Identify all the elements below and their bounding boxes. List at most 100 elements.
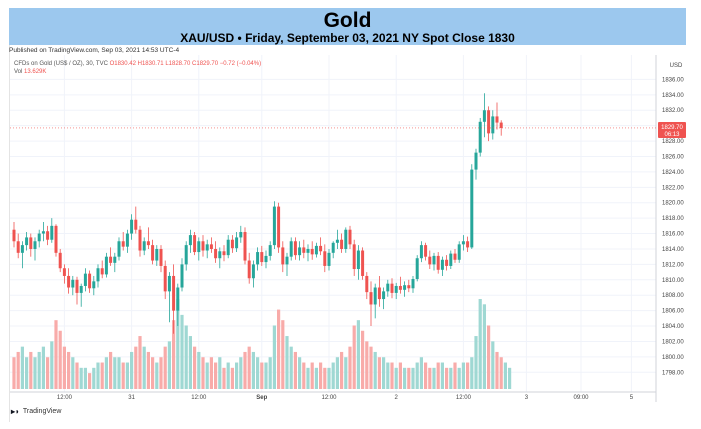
volume-bar xyxy=(335,357,339,389)
tradingview-mark-icon: ▸◗ xyxy=(11,407,20,416)
candle-body xyxy=(88,273,92,289)
volume-bar xyxy=(226,362,230,389)
volume-bar xyxy=(264,362,268,389)
candle-body xyxy=(180,264,184,288)
candle-body xyxy=(79,285,83,293)
candle-body xyxy=(335,239,339,243)
volume-bar xyxy=(83,367,87,389)
time-tick-label: 12:00 xyxy=(456,395,472,401)
price-tick-label: 1806.00 xyxy=(662,309,684,315)
candle-body xyxy=(487,110,491,134)
volume-bar xyxy=(461,362,465,389)
candle-body xyxy=(205,244,209,251)
volume-bar xyxy=(424,362,428,389)
candle-body xyxy=(130,219,134,234)
candle-body xyxy=(251,264,255,279)
time-tick-label: 12:00 xyxy=(191,395,207,401)
volume-bar xyxy=(218,357,222,389)
volume-bar xyxy=(172,320,176,389)
volume-bar xyxy=(251,351,255,389)
volume-bar xyxy=(243,351,247,389)
candle-body xyxy=(365,275,369,293)
time-tick-label: 3 xyxy=(525,395,529,401)
volume-bar xyxy=(29,351,33,389)
low-value: L1828.70 xyxy=(165,61,191,67)
volume-bar xyxy=(445,367,449,389)
candle-body xyxy=(209,244,213,249)
tradingview-logo[interactable]: ▸◗ TradingView xyxy=(11,407,61,416)
volume-bar xyxy=(163,346,167,389)
volume-bar xyxy=(348,346,352,389)
chart-title: Gold xyxy=(323,9,372,32)
volume-bar xyxy=(344,357,348,389)
volume-bar xyxy=(478,299,482,389)
volume-bar xyxy=(403,367,407,389)
candle-body xyxy=(176,287,180,311)
candle-body xyxy=(272,206,276,246)
candle-body xyxy=(403,285,407,290)
volume-bar xyxy=(25,357,29,389)
volume-bar xyxy=(281,320,285,389)
price-tick-label: 1802.00 xyxy=(662,339,684,345)
volume-bar xyxy=(352,325,356,389)
ohlc-legend: CFDs on Gold (US$ / OZ), 30, TVC O1830.4… xyxy=(14,61,261,67)
candle-body xyxy=(159,248,163,266)
candle-body xyxy=(92,281,96,289)
price-tick-label: 1798.00 xyxy=(662,370,684,376)
candle-body xyxy=(104,256,108,275)
volume-bar xyxy=(184,325,188,389)
volume-bar xyxy=(12,357,16,389)
chart-frame xyxy=(9,45,687,422)
candle-body xyxy=(218,251,222,259)
last-price-label: 1829.70 xyxy=(661,125,683,131)
volume-bar xyxy=(117,357,121,389)
volume-bar xyxy=(470,357,474,389)
volume-bar xyxy=(323,367,327,389)
price-tick-label: 1832.00 xyxy=(662,108,684,114)
volume-bar xyxy=(382,357,386,389)
candle-body xyxy=(37,233,41,242)
candle-body xyxy=(62,268,66,276)
chart-subtitle: XAU/USD • Friday, September 03, 2021 NY … xyxy=(180,31,515,45)
volume-bar xyxy=(16,351,20,389)
volume-bar xyxy=(100,362,104,389)
candle-body xyxy=(20,245,24,253)
volume-bar xyxy=(340,351,344,389)
candle-body xyxy=(113,256,117,263)
volume-bar xyxy=(159,357,163,389)
candle-body xyxy=(121,241,125,247)
candle-body xyxy=(369,292,373,305)
candle-body xyxy=(134,219,138,230)
candle-body xyxy=(100,268,104,275)
volume-bar xyxy=(277,309,281,389)
volume-bar xyxy=(407,367,411,389)
volume-bar xyxy=(188,336,192,389)
volume-bar xyxy=(230,367,234,389)
volume-bar xyxy=(134,346,138,389)
candle-body xyxy=(440,259,444,270)
candle-body xyxy=(96,268,100,282)
candle-body xyxy=(167,275,171,292)
candle-body xyxy=(235,237,239,249)
candle-body xyxy=(352,244,356,270)
volume-bar xyxy=(138,336,142,389)
volume-bar xyxy=(306,367,310,389)
candle-body xyxy=(424,245,428,257)
volume-bar xyxy=(54,320,58,389)
volume-bar xyxy=(411,367,415,389)
candle-body xyxy=(222,251,226,256)
volume-bar xyxy=(92,367,96,389)
candle-body xyxy=(302,247,306,253)
candle-body xyxy=(398,285,402,290)
candle-body xyxy=(419,245,423,259)
candle-body xyxy=(491,116,495,134)
candle-body xyxy=(264,255,268,263)
candle-body xyxy=(436,255,440,270)
candle-body xyxy=(323,251,327,266)
price-tick-label: 1836.00 xyxy=(662,77,684,83)
candle-body xyxy=(151,245,155,261)
candle-body xyxy=(348,229,352,245)
candle-body xyxy=(293,241,297,256)
candle-body xyxy=(226,239,230,256)
